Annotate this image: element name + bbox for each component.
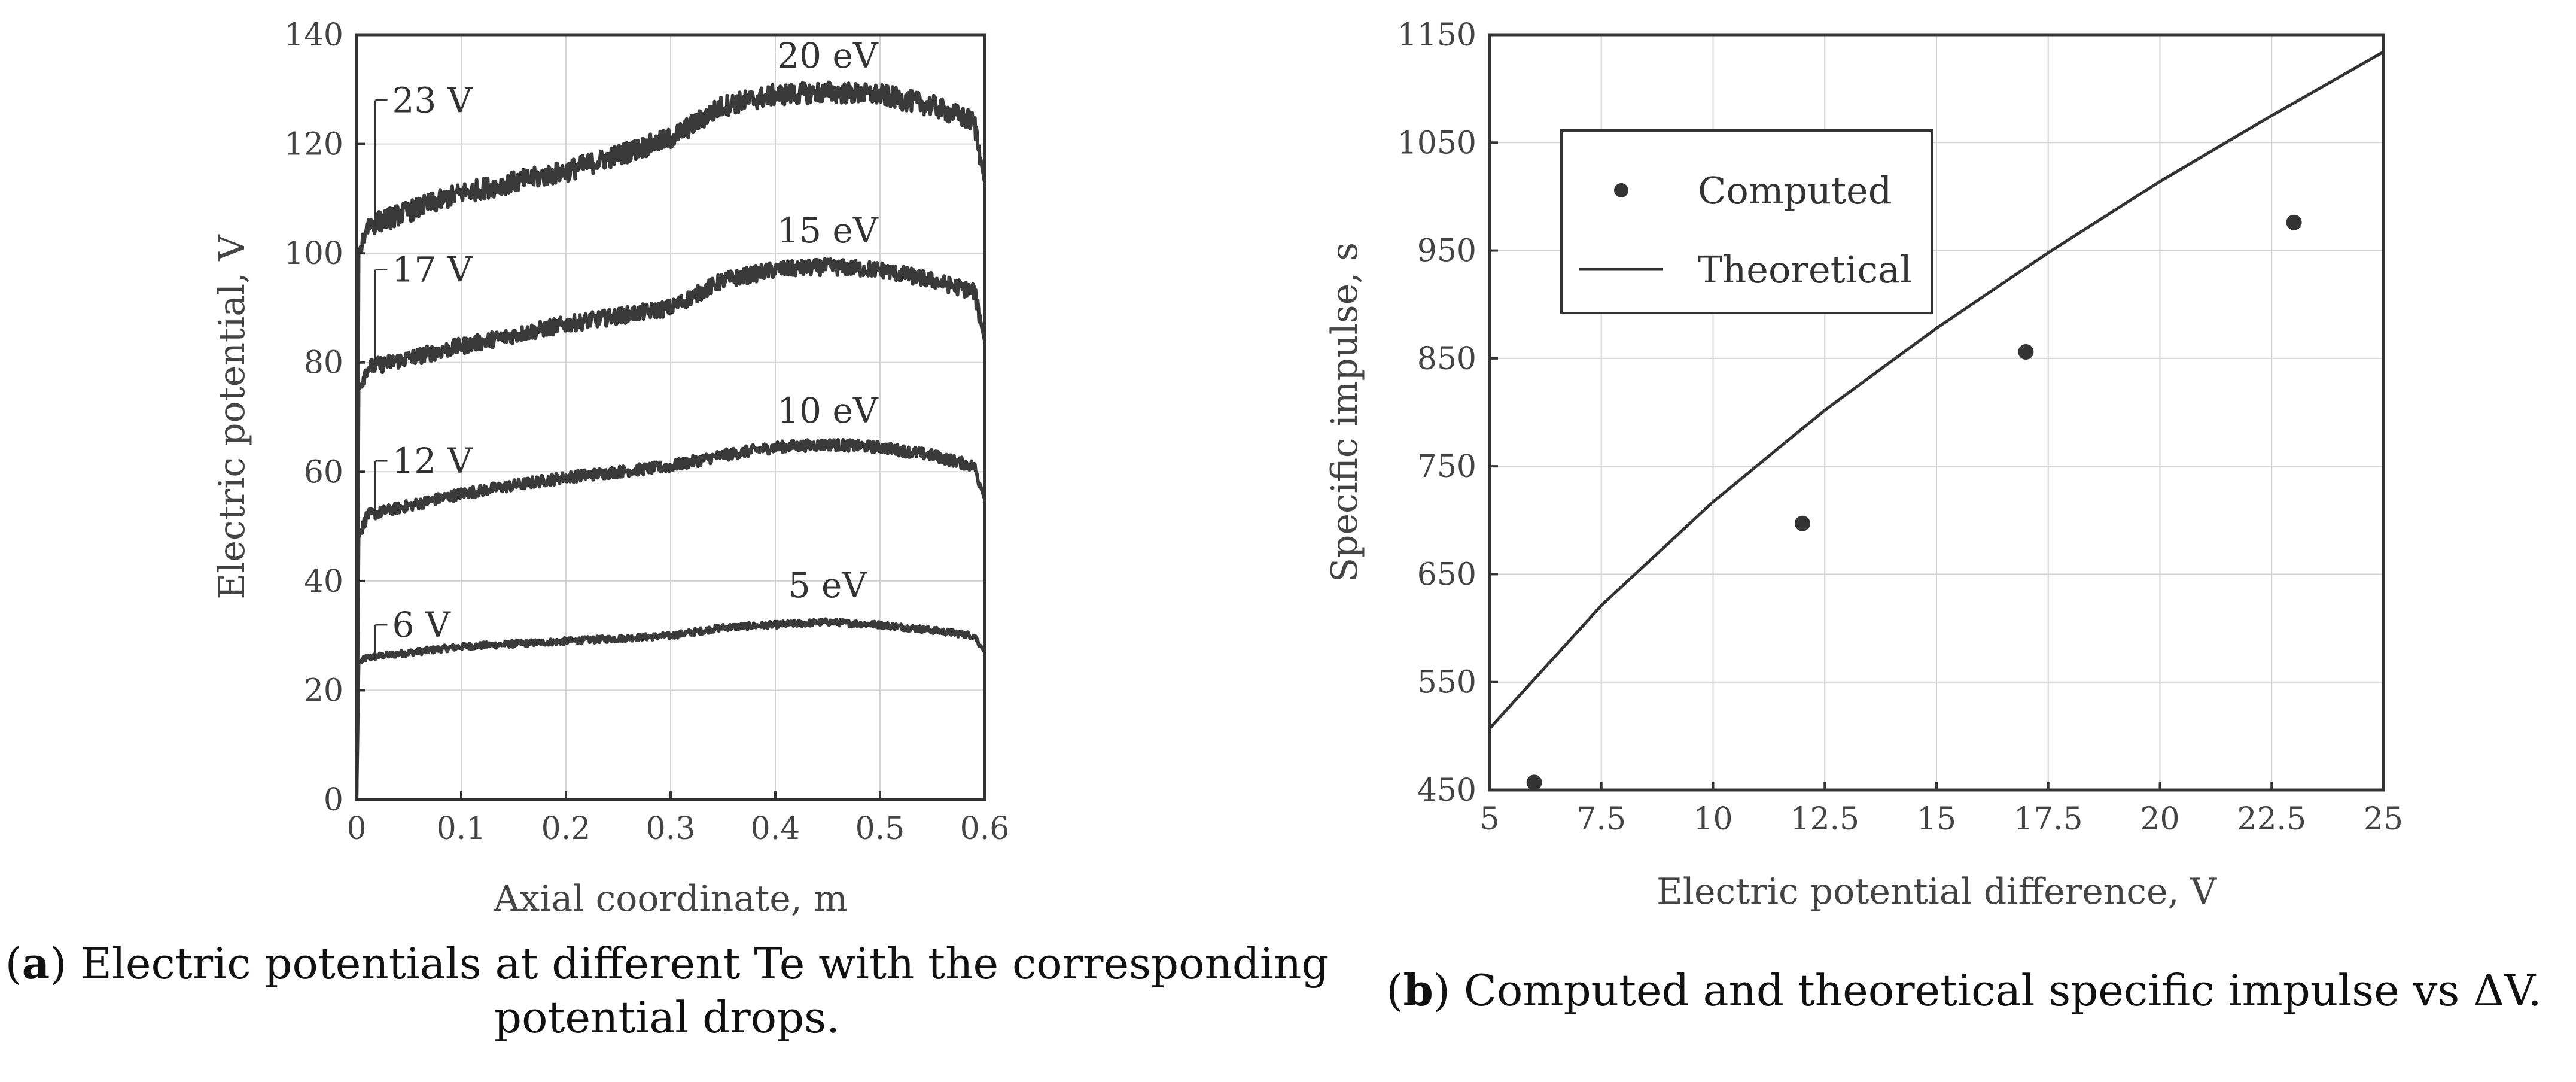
chart-b-ytick-label: 1050 [1397, 125, 1476, 161]
chart-b-xlabel: Electric potential difference, V [1657, 871, 2218, 913]
chart-b-ytick-label: 450 [1417, 773, 1476, 809]
chart-a-xtick-label: 0.1 [437, 811, 486, 847]
legend-box [1560, 129, 1933, 314]
chart-b-xtick-label: 20 [2140, 801, 2179, 837]
chart-a-ylabel: Electric potential, V [211, 234, 253, 600]
chart-a-temp-label: 20 eV [777, 35, 879, 76]
chart-a-xtick-label: 0.4 [751, 811, 800, 847]
chart-a-series-15-eV [355, 257, 986, 800]
chart-b-computed-point [2286, 214, 2302, 230]
chart-b-ylabel: Specific impulse, s [1324, 242, 1366, 582]
caption-a-text1: Electric potentials at different Te with… [80, 938, 1329, 989]
chart-b-xtick-label: 5 [1479, 801, 1499, 837]
chart-b: 5 7.5 10 12.5 15 17.5 20 22.5 25 450 550 650 750 850 9… [1324, 17, 2403, 913]
chart-b-xtick-label: 12.5 [1790, 801, 1859, 837]
chart-b-legend: Computed Theoretical [1560, 129, 1933, 314]
chart-a-series-10-eV [355, 438, 986, 800]
chart-a-xtick-label: 0.6 [960, 811, 1010, 847]
chart-a-ytick-label: 100 [284, 236, 343, 272]
chart-b-ytick-label: 750 [1417, 449, 1476, 485]
chart-b-computed-point [2018, 344, 2034, 360]
chart-a-drop-label: 6 V [392, 604, 451, 645]
legend-computed-marker [1614, 183, 1628, 197]
chart-a-series [355, 80, 986, 800]
chart-a-ytick-label: 0 [324, 782, 343, 818]
chart-a-series-5-eV [355, 617, 986, 800]
chart-a-ytick-label: 60 [304, 454, 343, 490]
chart-b-ytick-label: 650 [1417, 557, 1476, 592]
chart-a-ytick-label: 120 [284, 127, 343, 163]
chart-a-ytick-label: 80 [304, 345, 343, 381]
caption-a-line1: (a) Electric potentials at different Te … [5, 938, 1329, 989]
chart-a-ytick-label: 140 [284, 17, 343, 53]
caption-a-line2: potential drops. [494, 992, 840, 1043]
chart-b-xtick-label: 7.5 [1576, 801, 1626, 837]
caption-a: (a) Electric potentials at different Te … [0, 937, 1334, 1044]
chart-a-ytick-label: 40 [304, 564, 343, 600]
caption-b-letter: b [1403, 965, 1433, 1016]
chart-b-ytick-label: 850 [1417, 341, 1476, 377]
legend-computed-label: Computed [1698, 169, 1892, 212]
caption-a-letter: a [22, 938, 50, 989]
chart-a-drop-label: 17 V [392, 250, 473, 290]
chart-b-ytick-label: 950 [1417, 233, 1476, 269]
chart-a-xlabel: Axial coordinate, m [493, 878, 848, 920]
caption-b-text: Computed and theoretical specific impuls… [1463, 965, 2542, 1016]
chart-a-xtick-label: 0 [346, 811, 366, 847]
chart-a-xtick-label: 0.5 [855, 811, 905, 847]
caption-b: (b) Computed and theoretical specific im… [1386, 965, 2542, 1016]
chart-b-xtick-label: 10 [1693, 801, 1732, 837]
chart-b-tick-labels: 5 7.5 10 12.5 15 17.5 20 22.5 25 450 550 650 750 850 9… [1397, 17, 2403, 837]
chart-b-ytick-label: 1150 [1397, 17, 1476, 53]
chart-a-temp-label: 10 eV [777, 390, 879, 431]
chart-b-computed-point [1794, 515, 1810, 531]
chart-a-annotations: 23 V 17 V 12 V 6 V 20 eV 15 eV 10 eV 5 eV [374, 35, 879, 658]
chart-b-xtick-label: 17.5 [2014, 801, 2083, 837]
chart-a-tick-labels: 0 0.1 0.2 0.3 0.4 0.5 0.6 0 20 40 60 80 100 120 140 [284, 17, 1010, 847]
chart-a-ytick-label: 20 [304, 673, 343, 709]
chart-b-xtick-label: 22.5 [2237, 801, 2306, 837]
chart-a-temp-label: 15 eV [777, 210, 879, 251]
chart-a-grid [357, 35, 985, 800]
chart-b-xtick-label: 25 [2364, 801, 2403, 837]
chart-a-xtick-label: 0.3 [646, 811, 696, 847]
chart-b-ytick-label: 550 [1417, 665, 1476, 701]
legend-theoretical-label: Theoretical [1698, 248, 1912, 291]
chart-b-xtick-label: 15 [1917, 801, 1956, 837]
chart-b-computed-point [1526, 774, 1542, 791]
chart-b-theoretical-line [1488, 50, 2385, 730]
chart-b-series [1488, 50, 2385, 791]
chart-a-drop-label: 23 V [392, 80, 473, 121]
chart-a-series-20-eV [355, 80, 986, 800]
chart-a-xtick-label: 0.2 [541, 811, 591, 847]
chart-a-temp-label: 5 eV [788, 565, 868, 606]
chart-a-drop-label: 12 V [392, 440, 473, 481]
